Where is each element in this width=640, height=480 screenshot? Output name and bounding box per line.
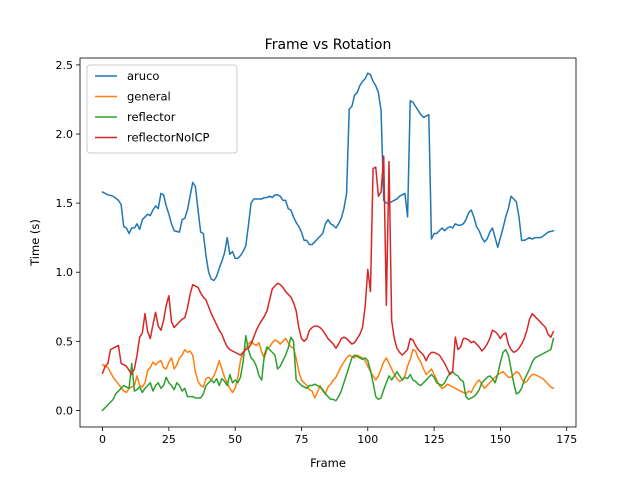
series-line-reflector xyxy=(101,335,555,412)
legend-label-aruco: aruco xyxy=(127,69,159,83)
series-line-aruco xyxy=(101,72,555,282)
y-tick-label: 2.5 xyxy=(56,59,74,72)
series-line-reflectorNoICP xyxy=(101,155,555,376)
plot-area xyxy=(79,57,577,428)
axes-frame xyxy=(79,57,577,428)
legend-box xyxy=(86,64,238,154)
y-axis: 0.0 0.5 1.0 1.5 2.0 2.5 xyxy=(56,59,80,417)
x-tick-label: 125 xyxy=(424,433,445,446)
legend-label-reflector: reflector xyxy=(127,110,176,124)
series-line-general xyxy=(101,337,555,399)
legend-label-general: general xyxy=(127,90,171,104)
x-tick-label: 175 xyxy=(556,433,577,446)
y-tick-label: 0.5 xyxy=(56,335,74,348)
x-axis: 0 25 50 75 100 125 150 175 xyxy=(99,427,577,446)
series-layer xyxy=(101,72,555,412)
x-tick-label: 150 xyxy=(490,433,511,446)
y-tick-label: 1.5 xyxy=(56,197,74,210)
legend-label-reflectorNoICP: reflectorNoICP xyxy=(127,131,210,145)
x-tick-label: 50 xyxy=(228,433,242,446)
x-tick-label: 75 xyxy=(294,433,308,446)
x-axis-label: Frame xyxy=(310,456,346,470)
legend: aruco general reflector reflectorNoICP xyxy=(86,64,238,154)
x-tick-label: 100 xyxy=(357,433,378,446)
y-tick-label: 0.0 xyxy=(56,404,74,417)
y-axis-label: Time (s) xyxy=(28,219,42,267)
chart-title: Frame vs Rotation xyxy=(265,37,392,53)
y-tick-label: 2.0 xyxy=(56,128,74,141)
y-tick-label: 1.0 xyxy=(56,266,74,279)
x-tick-label: 25 xyxy=(162,433,176,446)
x-tick-label: 0 xyxy=(99,433,106,446)
